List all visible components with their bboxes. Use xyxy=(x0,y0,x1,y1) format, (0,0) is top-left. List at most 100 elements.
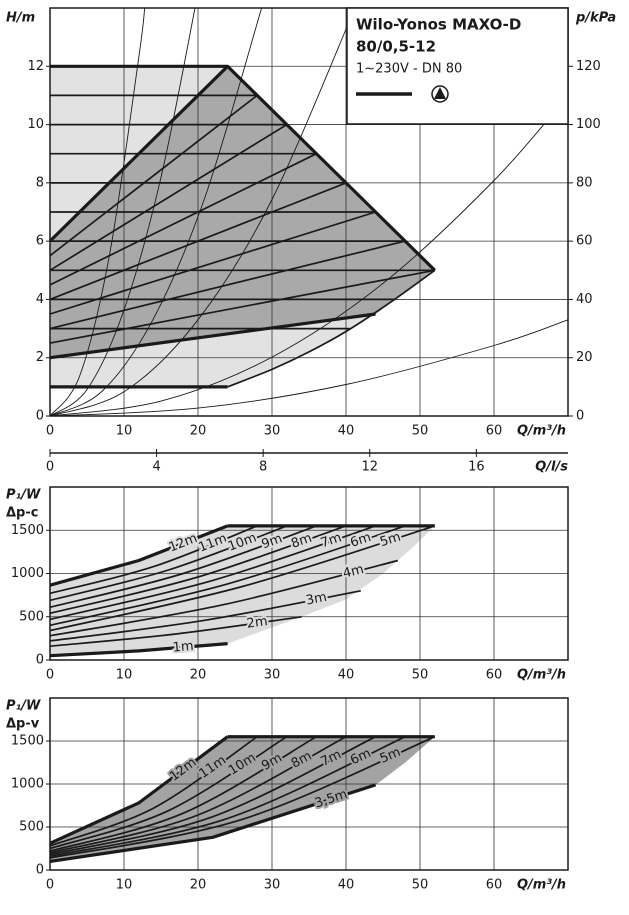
curve xyxy=(49,525,436,632)
x2-tick-label: 8 xyxy=(259,460,267,475)
curve xyxy=(49,312,376,360)
y2-axis-title: p/kPa xyxy=(575,11,616,26)
curve xyxy=(49,95,569,417)
y-tick-label: 1000 xyxy=(11,566,44,581)
curve xyxy=(49,269,435,344)
x-tick-label: 30 xyxy=(264,668,281,683)
x-tick-label: 40 xyxy=(338,878,355,893)
chart-subtitle: 80/0,5-12 xyxy=(356,38,436,56)
x-axis-title: Q/m³/h xyxy=(517,878,566,893)
curve xyxy=(49,319,569,417)
curve xyxy=(49,7,356,417)
curve xyxy=(49,525,376,621)
curve xyxy=(49,525,347,615)
x-tick-label: 50 xyxy=(412,878,429,893)
curve xyxy=(49,783,377,863)
y-tick-label: 12 xyxy=(27,59,44,74)
curve xyxy=(49,642,228,658)
curve xyxy=(49,7,263,417)
x-tick-label: 20 xyxy=(190,878,207,893)
curve xyxy=(49,735,376,856)
y-tick-label: 1500 xyxy=(11,523,44,538)
y-tick-label: 500 xyxy=(19,609,44,624)
y-tick-label: 0 xyxy=(36,863,44,878)
x-tick-label: 0 xyxy=(46,424,54,439)
curve xyxy=(49,123,288,272)
curve xyxy=(49,525,317,609)
x2-tick-label: 4 xyxy=(152,460,160,475)
x-tick-label: 10 xyxy=(116,424,133,439)
curve xyxy=(49,152,317,286)
control-mode: Δp-c xyxy=(6,506,38,521)
x2-tick-label: 16 xyxy=(468,460,485,475)
curve-label: 2m xyxy=(246,614,269,632)
curve xyxy=(49,589,361,642)
y2-tick-label: 0 xyxy=(576,409,584,424)
curve xyxy=(49,735,258,847)
x2-tick-label: 12 xyxy=(361,460,378,475)
curve-label: 3m xyxy=(305,590,328,609)
curve xyxy=(49,735,436,859)
curve xyxy=(49,525,406,627)
curve xyxy=(49,211,376,315)
y2-tick-label: 80 xyxy=(576,175,593,190)
y-axis-title: P₁/W xyxy=(6,699,41,714)
plot-frame xyxy=(49,7,569,417)
y-tick-label: 10 xyxy=(27,117,44,132)
y2-tick-label: 100 xyxy=(576,117,601,132)
x-tick-label: 60 xyxy=(486,668,503,683)
y-tick-label: 0 xyxy=(36,409,44,424)
x2-axis-title: Q/l/s xyxy=(535,460,568,475)
plot-frame xyxy=(49,486,569,661)
curve xyxy=(49,735,406,858)
x-tick-label: 30 xyxy=(264,424,281,439)
x-tick-label: 0 xyxy=(46,878,54,893)
curve xyxy=(49,524,229,587)
y-axis-title: H/m xyxy=(6,11,35,26)
y-tick-label: 500 xyxy=(19,820,44,835)
x-axis-title: Q/m³/h xyxy=(517,424,566,439)
x-tick-label: 60 xyxy=(486,878,503,893)
plot-frame xyxy=(49,697,569,871)
x-tick-label: 0 xyxy=(46,668,54,683)
legend-box xyxy=(346,7,569,125)
y2-tick-label: 20 xyxy=(576,350,593,365)
y-axis-title: P₁/W xyxy=(6,488,41,503)
curve xyxy=(49,525,288,602)
curve xyxy=(49,559,399,637)
x-tick-label: 20 xyxy=(190,668,207,683)
curve xyxy=(49,7,196,417)
y-tick-label: 8 xyxy=(36,175,44,190)
chart-panel: 0 10 20 30 40 50 60024681012Q/m³/hH/m020406080… xyxy=(6,7,616,475)
x-tick-label: 30 xyxy=(264,878,281,893)
y2-tick-label: 40 xyxy=(576,292,593,307)
x-tick-label: 40 xyxy=(338,668,355,683)
x-tick-label: 10 xyxy=(116,668,133,683)
pump-symbol-triangle xyxy=(434,87,446,99)
y-tick-label: 1000 xyxy=(11,777,44,792)
x-tick-label: 20 xyxy=(190,424,207,439)
curve xyxy=(49,525,258,595)
curve-label: 1m xyxy=(172,639,194,656)
x-tick-label: 50 xyxy=(412,424,429,439)
control-mode: Δp-v xyxy=(6,717,40,732)
x-tick-label: 40 xyxy=(338,424,355,439)
curve xyxy=(49,735,317,852)
curve-label: 4m xyxy=(341,562,365,582)
curve xyxy=(49,615,302,648)
curve xyxy=(49,7,146,417)
x-tick-label: 50 xyxy=(412,668,429,683)
annotation: 1~230V - DN 80 xyxy=(356,62,462,77)
curve xyxy=(49,240,406,330)
y-tick-label: 0 xyxy=(36,653,44,668)
curve xyxy=(49,735,347,854)
y-tick-label: 1500 xyxy=(11,734,44,749)
x-tick-label: 60 xyxy=(486,424,503,439)
operating-area xyxy=(50,736,435,862)
y2-tick-label: 60 xyxy=(576,234,593,249)
curve xyxy=(49,735,229,845)
curve xyxy=(49,735,288,850)
